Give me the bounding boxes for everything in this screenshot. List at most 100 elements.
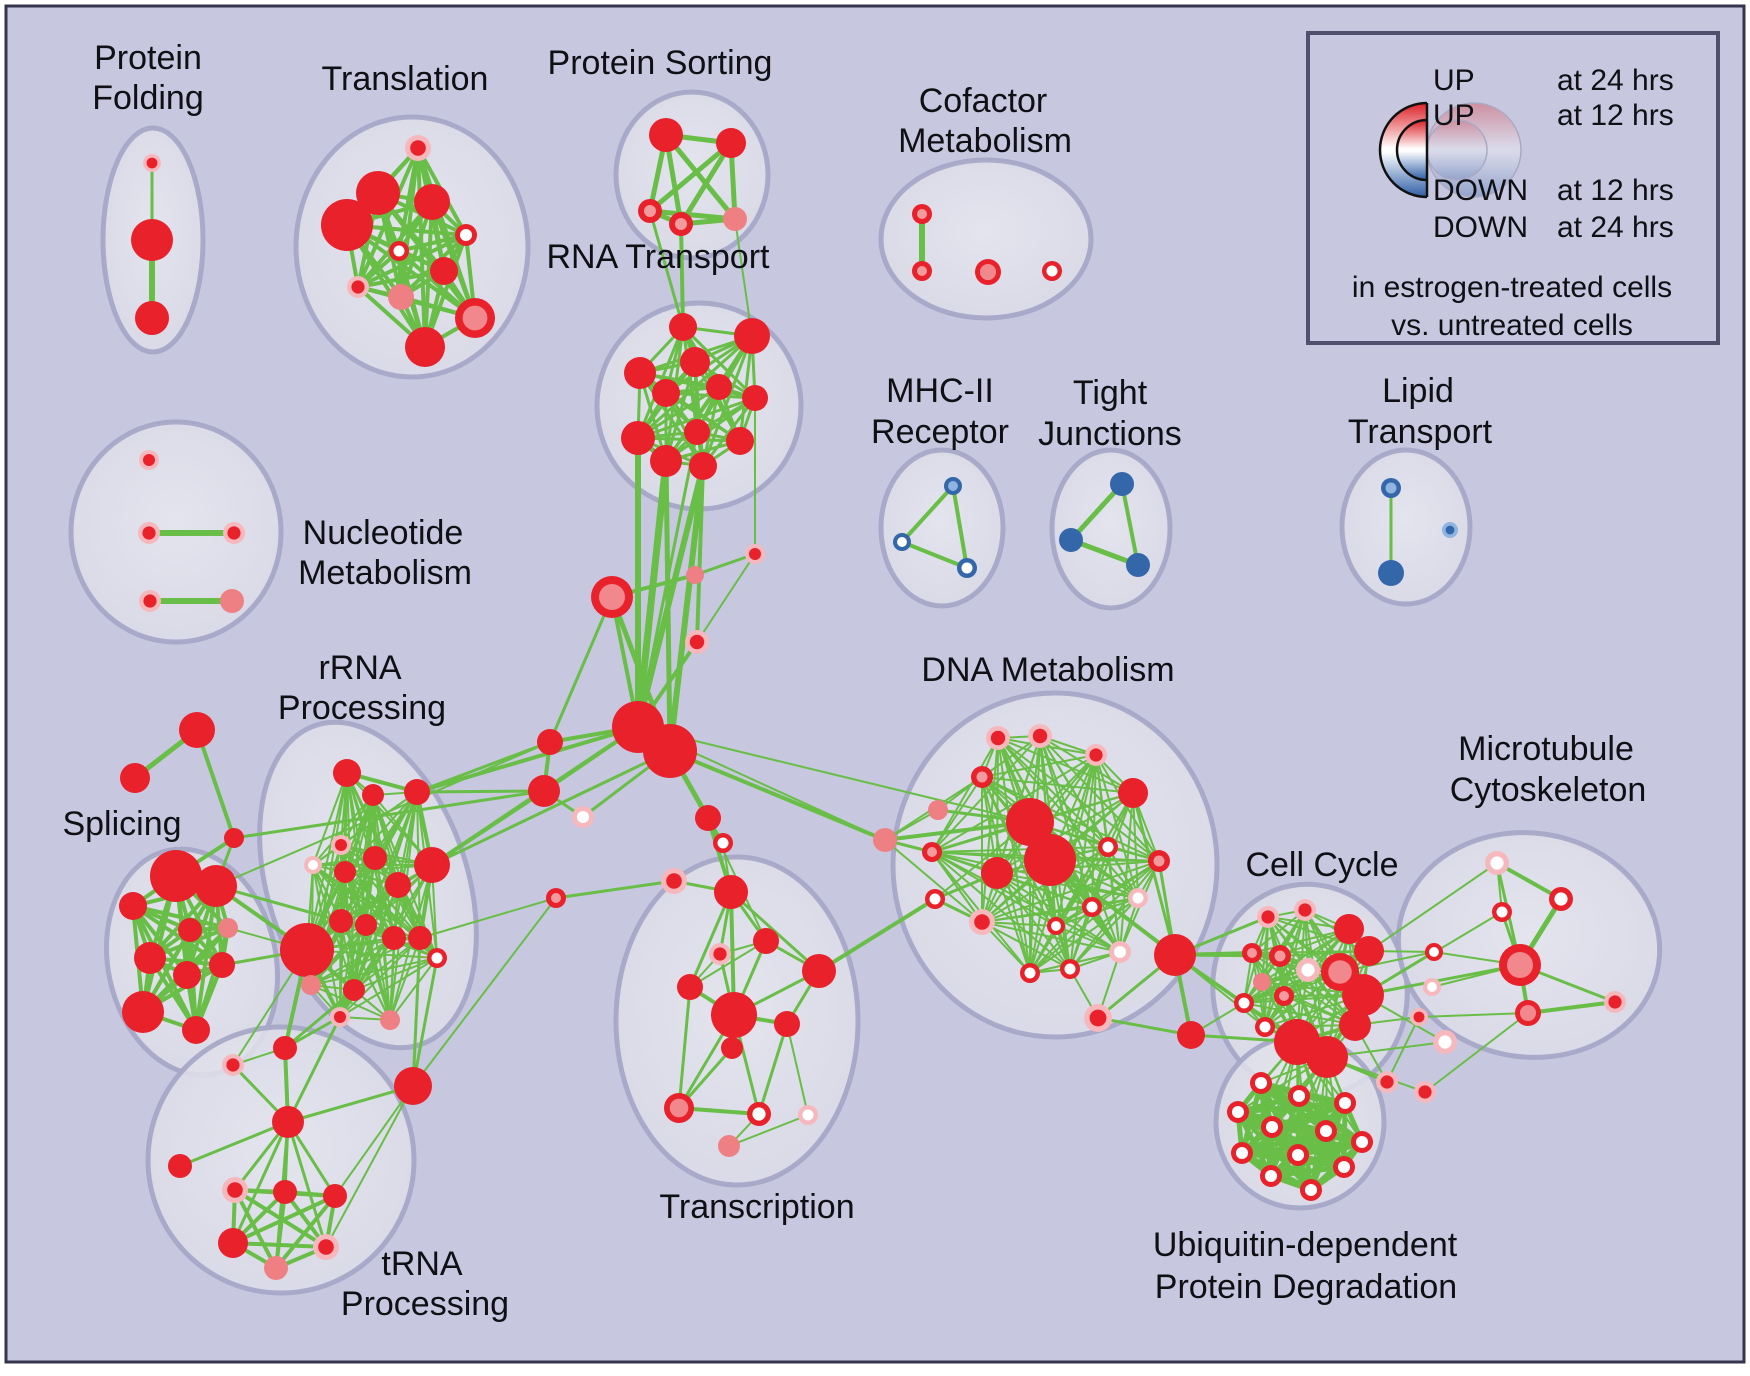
cluster-ellipse-cofactor-metabolism — [878, 157, 1094, 321]
node-sp7 — [122, 991, 164, 1033]
node-core-b6 — [717, 837, 729, 849]
node-core-d1 — [990, 730, 1006, 746]
network-edge — [996, 860, 1160, 874]
network-edge — [647, 140, 734, 214]
node-r19 — [380, 1010, 400, 1030]
node-core-u6 — [1319, 1124, 1333, 1138]
node-core-u9 — [1291, 1148, 1305, 1162]
node-core-mt5 — [1506, 951, 1534, 979]
network-edge — [884, 839, 983, 923]
node-x8 — [774, 1011, 800, 1037]
network-edge — [356, 269, 446, 289]
network-edge — [931, 846, 1109, 853]
node-c16 — [1306, 1036, 1348, 1078]
node-core-c1 — [1261, 910, 1275, 924]
cluster-label-transcription: Transcription — [659, 1188, 854, 1226]
network-edge — [900, 540, 969, 570]
node-core-pf1 — [146, 157, 158, 169]
network-edge — [695, 464, 705, 644]
node-core-t6 — [459, 228, 473, 242]
network-edge — [356, 233, 468, 289]
node-core-t5 — [393, 245, 405, 257]
network-edge — [365, 924, 391, 1021]
node-tr7 — [323, 1184, 347, 1208]
network-edge — [131, 904, 230, 930]
node-x4 — [753, 928, 779, 954]
node-core-mt2 — [1554, 892, 1568, 906]
node-d12 — [1024, 834, 1076, 886]
node-core-m3 — [961, 562, 973, 574]
node-core-d3 — [1089, 748, 1103, 762]
node-c8 — [1253, 973, 1271, 991]
node-core-r17 — [431, 952, 443, 964]
node-core-c6 — [1274, 950, 1286, 962]
cluster-ellipse-trna-processing — [145, 1024, 417, 1296]
network-edge — [1270, 1056, 1328, 1177]
node-t11 — [405, 327, 445, 367]
network-edge — [306, 772, 348, 951]
network-edge — [734, 218, 753, 337]
node-r13 — [382, 926, 406, 950]
network-edge — [1279, 955, 1356, 1026]
network-edge — [647, 208, 738, 222]
node-core-x10 — [669, 1098, 689, 1118]
node-r2 — [362, 784, 384, 806]
network-edge — [131, 904, 198, 1032]
network-edge — [681, 325, 757, 400]
network-edge — [430, 200, 477, 320]
network-edge — [635, 463, 706, 730]
node-core-mc3 — [1418, 1085, 1432, 1099]
node-core-cf2 — [917, 266, 927, 276]
cluster-label-trna-processing: Processing — [341, 1285, 509, 1323]
node-core-x1 — [666, 873, 682, 889]
node-core-b3 — [576, 810, 590, 824]
node-layer — [119, 118, 1626, 1280]
network-edge — [310, 957, 438, 986]
node-core-t1 — [410, 140, 426, 156]
network-edge — [638, 371, 757, 400]
node-core-c10 — [1238, 997, 1250, 1009]
network-edge — [638, 371, 705, 468]
node-sp9 — [209, 952, 235, 978]
legend-caption: in estrogen-treated cells — [1352, 271, 1672, 304]
node-rt3 — [680, 347, 710, 377]
node-t7 — [430, 257, 458, 285]
network-edge — [548, 595, 614, 744]
network-edge — [688, 890, 733, 989]
node-ps1 — [649, 118, 683, 152]
network-edge — [900, 484, 955, 544]
network-edge — [663, 458, 673, 754]
cluster-label-tight-junctions: Junctions — [1038, 415, 1182, 453]
legend-glyph — [1378, 101, 1427, 199]
node-core-d17 — [1132, 892, 1144, 904]
cluster-label-cofactor-metabolism: Cofactor — [919, 82, 1048, 120]
network-edge — [678, 140, 734, 227]
cluster-ellipse-mhc-ii-receptor — [878, 447, 1006, 609]
node-core-h0d — [689, 634, 705, 650]
legend-row-direction: DOWN — [1433, 174, 1528, 207]
node-t4 — [321, 199, 373, 251]
network-edge — [286, 1084, 415, 1124]
node-core-d21 — [1064, 963, 1076, 975]
network-edge — [312, 794, 374, 866]
legend-caption: vs. untreated cells — [1391, 309, 1633, 342]
node-c13 — [1339, 1009, 1371, 1041]
network-edge — [1069, 897, 1139, 970]
legend-row-time: at 24 hrs — [1557, 211, 1674, 244]
cluster-label-cell-cycle: Cell Cycle — [1245, 846, 1398, 884]
node-rt8 — [621, 421, 655, 455]
legend-row-direction: UP — [1433, 99, 1475, 132]
node-core-mt1 — [1490, 856, 1504, 870]
network-edge — [131, 904, 189, 977]
node-pf3 — [135, 301, 169, 335]
cluster-label-cofactor-metabolism: Metabolism — [898, 122, 1072, 160]
node-st1 — [179, 712, 215, 748]
node-rt12 — [689, 452, 717, 480]
network-edge — [677, 985, 692, 1110]
cluster-label-protein-sorting: Protein Sorting — [548, 44, 773, 82]
node-core-d14 — [929, 893, 941, 905]
network-edge — [231, 1241, 328, 1249]
cluster-label-microtubule-cytoskeleton: Cytoskeleton — [1450, 771, 1647, 809]
node-core-c5 — [1247, 948, 1257, 958]
